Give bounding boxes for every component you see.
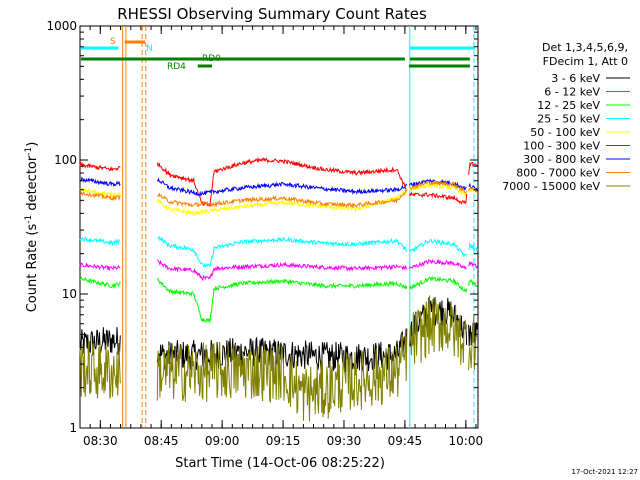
- x-tick-label: 08:45: [144, 434, 179, 448]
- status-layer: S N RD0 RD4: [81, 26, 478, 428]
- y-tick-label: 1: [69, 421, 77, 435]
- x-tick-label: 09:15: [266, 434, 301, 448]
- legend-label: 7000 - 15000 keV: [502, 180, 600, 193]
- legend-label: 25 - 50 keV: [537, 113, 600, 126]
- plot-frame: [79, 25, 479, 429]
- x-tick-label: 08:30: [83, 434, 118, 448]
- legend-header-line: Det 1,3,4,5,6,9,: [542, 41, 628, 54]
- series-line-6: [79, 156, 478, 208]
- x-tick-label: 09:30: [327, 434, 362, 448]
- y-axis-label-sup: -1: [24, 215, 34, 224]
- chart-title: RHESSI Observing Summary Count Rates: [117, 5, 427, 23]
- y-axis-label: Count Rate (s-1 detector-1): [24, 142, 40, 313]
- axis-layer: 1 10 100 1000 08:30 08:45 09:00 09:15 09:30 09:45…: [46, 19, 483, 448]
- legend-label: 50 - 100 keV: [530, 126, 600, 139]
- y-tick-label: 100: [54, 153, 77, 167]
- rd4-label: RD4: [167, 62, 186, 72]
- series-line-3: [79, 275, 479, 323]
- y-axis-label-tail: detector: [25, 155, 40, 215]
- x-axis-label: Start Time (14-Oct-06 08:25:22): [175, 456, 385, 471]
- legend-label: 12 - 25 keV: [537, 99, 600, 112]
- series-line-4: [79, 235, 479, 268]
- y-tick-label: 10: [62, 287, 77, 301]
- series-layer: [79, 156, 479, 422]
- legend-label: 100 - 300 keV: [523, 140, 600, 153]
- legend-label: 300 - 800 keV: [523, 153, 600, 166]
- s-label: S: [110, 37, 116, 47]
- y-axis-label-main: Count Rate (s: [25, 224, 40, 313]
- rd0-label: RD0: [202, 54, 221, 64]
- legend-label: 800 - 7000 keV: [516, 167, 600, 180]
- series-line-8: [79, 180, 478, 209]
- x-tick-label: 09:45: [388, 434, 423, 448]
- y-axis-label-sup2: -1: [24, 147, 34, 156]
- legend: Det 1,3,4,5,6,9,FDecim 1, Att 0 3 - 6 keV…: [502, 41, 630, 193]
- x-tick-label: 09:00: [205, 434, 240, 448]
- footer-date: 17-Oct-2021 12:27: [572, 468, 638, 476]
- y-axis-label-end: ): [25, 142, 40, 147]
- series-line-2: [79, 258, 479, 282]
- legend-label: 3 - 6 keV: [551, 72, 600, 85]
- y-tick-label: 1000: [46, 19, 77, 33]
- legend-header-line: FDecim 1, Att 0: [543, 55, 628, 68]
- legend-label: 6 - 12 keV: [544, 86, 600, 99]
- series-line-7: [79, 176, 478, 197]
- n-label: N: [146, 44, 153, 54]
- plot-area: [79, 25, 479, 429]
- series-line-9: [79, 295, 478, 422]
- x-tick-label: 10:00: [449, 434, 484, 448]
